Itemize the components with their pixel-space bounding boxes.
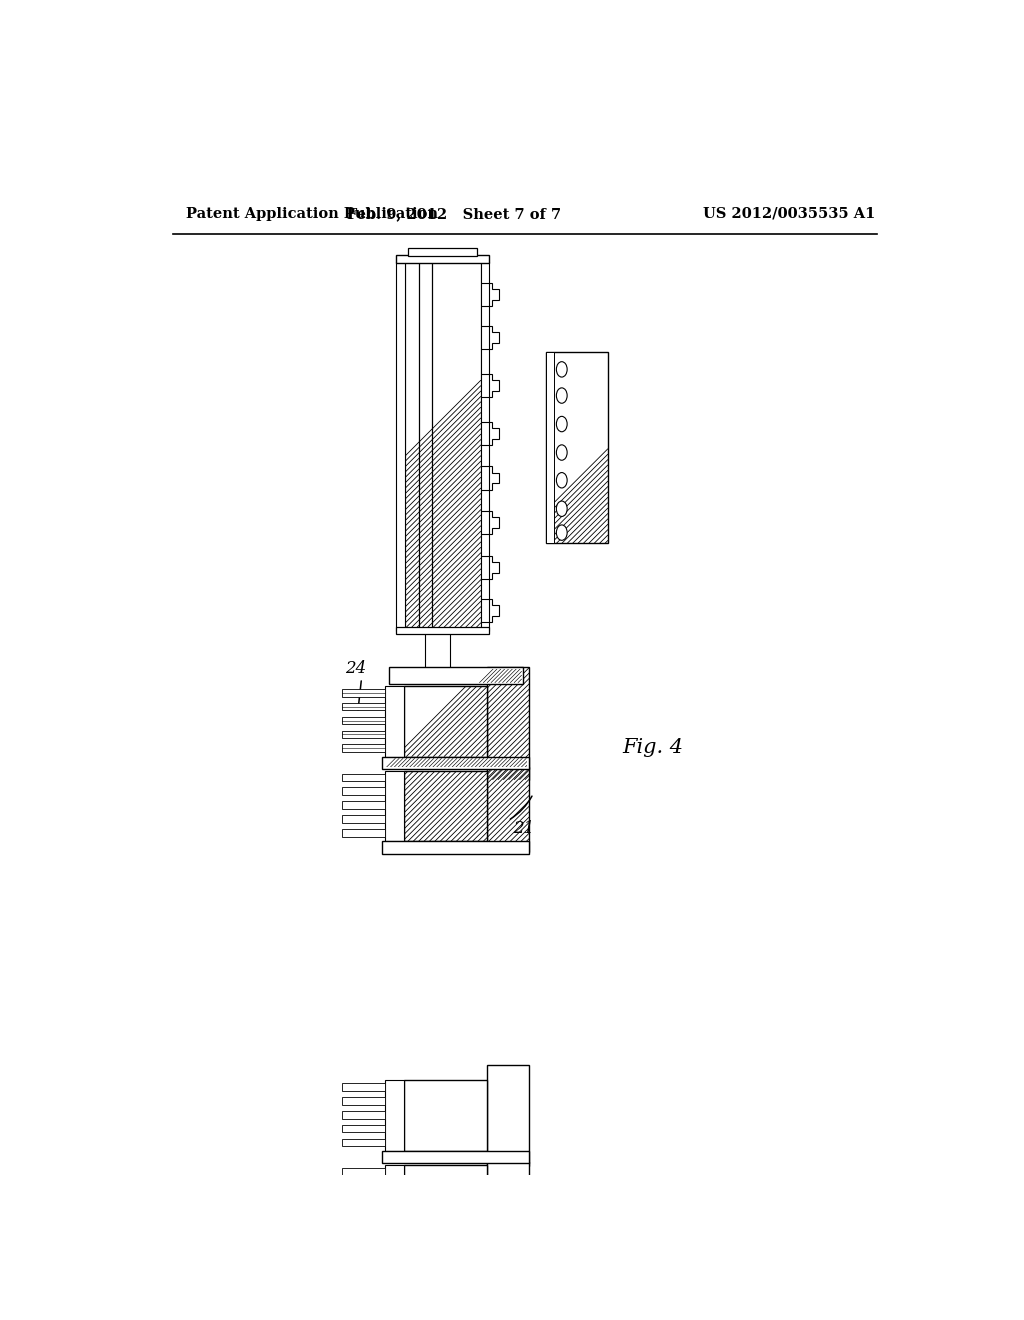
Text: Feb. 9, 2012   Sheet 7 of 7: Feb. 9, 2012 Sheet 7 of 7: [347, 207, 561, 220]
Bar: [493, 289, 500, 300]
Bar: [385, 1250, 403, 1296]
Bar: [396, 627, 488, 635]
Bar: [547, 352, 554, 544]
Ellipse shape: [556, 525, 567, 540]
Bar: [342, 1253, 385, 1261]
Bar: [403, 771, 487, 841]
Bar: [403, 1250, 487, 1296]
Bar: [342, 829, 385, 837]
Bar: [493, 473, 500, 483]
Bar: [487, 1065, 529, 1167]
Ellipse shape: [556, 362, 567, 378]
Bar: [342, 774, 385, 781]
Bar: [342, 1209, 385, 1217]
Bar: [384, 758, 527, 767]
Bar: [493, 517, 500, 528]
Bar: [342, 1111, 385, 1118]
Bar: [342, 730, 385, 738]
Bar: [384, 1237, 527, 1246]
Bar: [382, 841, 528, 854]
Bar: [382, 1296, 528, 1308]
Bar: [385, 1080, 403, 1151]
Bar: [342, 1125, 385, 1133]
Bar: [382, 1151, 528, 1163]
Text: 21: 21: [513, 820, 535, 837]
Bar: [403, 1164, 487, 1236]
Bar: [388, 668, 523, 684]
Bar: [403, 1080, 487, 1151]
Bar: [487, 1246, 529, 1307]
Bar: [382, 1236, 528, 1247]
Bar: [403, 686, 487, 756]
Ellipse shape: [556, 473, 567, 488]
Bar: [390, 669, 521, 682]
Bar: [487, 667, 529, 780]
Bar: [342, 1084, 385, 1090]
Bar: [342, 744, 385, 752]
Text: Patent Application Publication: Patent Application Publication: [186, 207, 438, 220]
Bar: [342, 1139, 385, 1146]
Bar: [396, 256, 488, 263]
Bar: [342, 1097, 385, 1105]
Ellipse shape: [556, 445, 567, 461]
Bar: [342, 816, 385, 822]
Bar: [342, 1280, 385, 1288]
Text: Fig. 4: Fig. 4: [622, 738, 683, 756]
Bar: [493, 562, 500, 573]
Bar: [493, 333, 500, 343]
Bar: [493, 605, 500, 615]
Bar: [385, 686, 403, 756]
Bar: [382, 756, 528, 770]
Bar: [493, 380, 500, 391]
Bar: [493, 428, 500, 438]
Ellipse shape: [556, 416, 567, 432]
Ellipse shape: [556, 388, 567, 404]
Bar: [342, 1196, 385, 1204]
Bar: [547, 352, 608, 544]
Bar: [342, 1168, 385, 1176]
Bar: [342, 1181, 385, 1189]
Bar: [385, 1164, 403, 1236]
Bar: [487, 767, 529, 853]
Bar: [342, 702, 385, 710]
Bar: [342, 1266, 385, 1274]
Text: US 2012/0035535 A1: US 2012/0035535 A1: [702, 207, 876, 220]
Bar: [342, 801, 385, 809]
Bar: [396, 261, 406, 631]
Ellipse shape: [556, 502, 567, 516]
Bar: [406, 261, 481, 631]
Bar: [384, 1152, 527, 1162]
Bar: [342, 689, 385, 697]
Bar: [385, 771, 403, 841]
Text: 24: 24: [345, 660, 367, 677]
Bar: [342, 788, 385, 795]
Bar: [408, 248, 477, 256]
Bar: [425, 631, 451, 671]
Bar: [342, 1224, 385, 1232]
Bar: [487, 1162, 529, 1246]
Bar: [481, 261, 488, 631]
Bar: [342, 717, 385, 725]
